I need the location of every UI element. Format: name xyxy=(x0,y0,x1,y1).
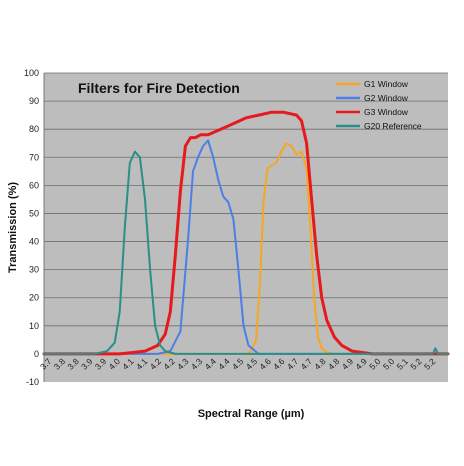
y-tick-label: 0 xyxy=(34,349,39,359)
legend-label: G2 Window xyxy=(364,93,409,103)
x-axis-title: Spectral Range (µm) xyxy=(198,408,305,420)
y-tick-label: -10 xyxy=(26,377,39,387)
series-lines xyxy=(42,110,450,356)
y-tick-label: 90 xyxy=(29,96,39,106)
y-tick-label: 40 xyxy=(29,237,39,247)
y-tick-label: 30 xyxy=(29,265,39,275)
y-tick-label: 10 xyxy=(29,321,39,331)
y-axis-title: Transmission (%) xyxy=(7,182,19,273)
plot-area xyxy=(44,73,448,382)
series-line-g20-reference xyxy=(43,150,449,355)
y-axis-ticks: -10 0 10 20 30 40 50 60 70 80 90 100 xyxy=(24,68,39,387)
y-tick-label: 100 xyxy=(24,68,39,78)
y-tick-label: 60 xyxy=(29,180,39,190)
y-tick-label: 20 xyxy=(29,293,39,303)
legend-label: G1 Window xyxy=(364,79,409,89)
gridlines xyxy=(43,72,448,382)
series-line-g3-window xyxy=(42,110,450,356)
y-tick-label: 70 xyxy=(29,152,39,162)
y-tick-label: 50 xyxy=(29,208,39,218)
legend-label: G3 Window xyxy=(364,107,409,117)
legend: G1 Window G2 Window G3 Window G20 Reference xyxy=(336,79,422,131)
legend-label: G20 Reference xyxy=(364,121,422,131)
series-line-g1-window xyxy=(43,142,449,355)
y-tick-label: 80 xyxy=(29,124,39,134)
chart-title: Filters for Fire Detection xyxy=(78,80,240,96)
series-line-g2-window xyxy=(43,139,449,355)
